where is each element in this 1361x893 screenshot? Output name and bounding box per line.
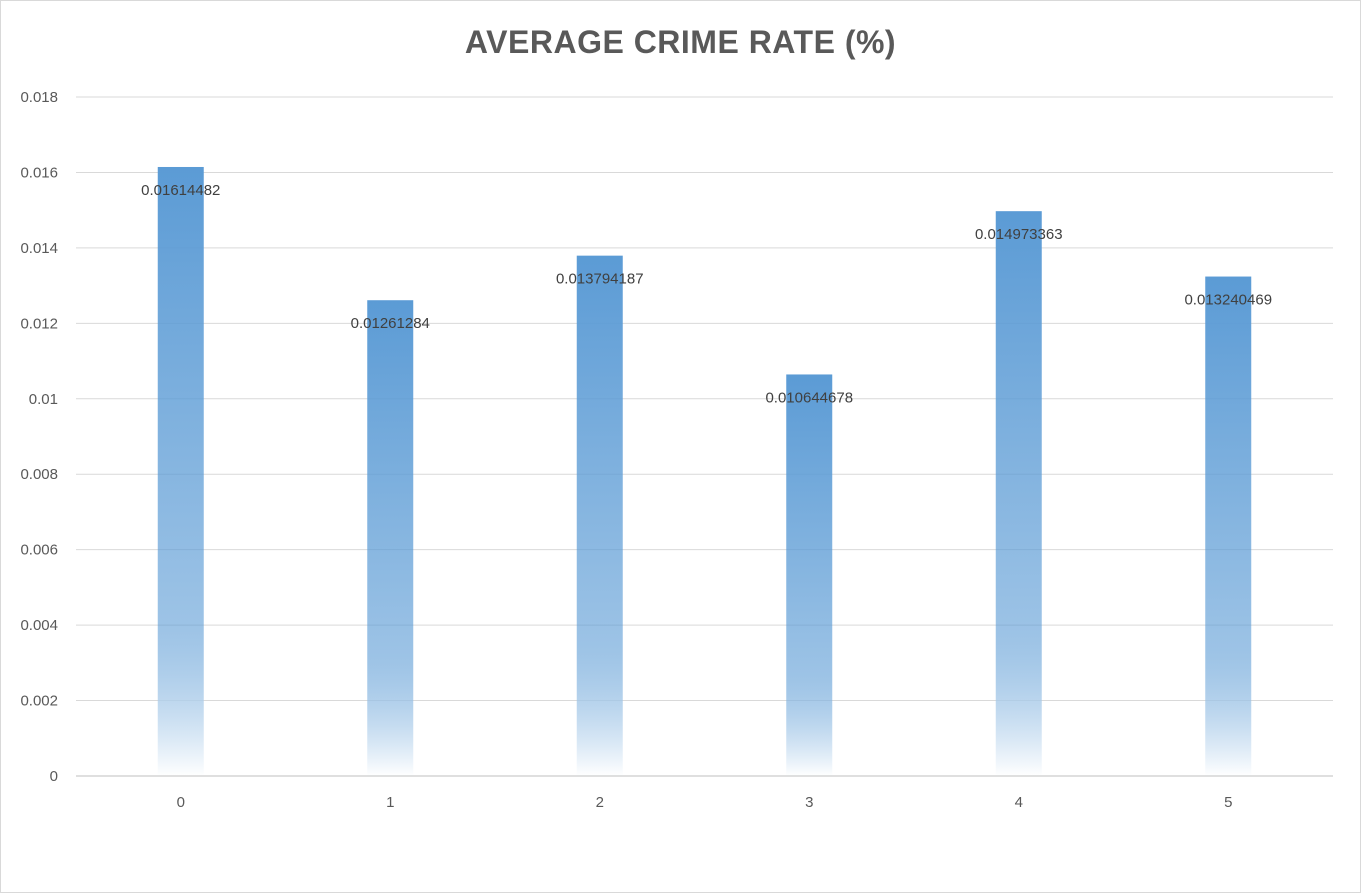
y-axis: 0 0.002 0.004 0.006 0.008 0.01 0.012 0.014 0.016… [20,89,58,785]
y-tick-label: 0.012 [20,315,58,332]
y-tick-label: 0.006 [20,542,58,559]
bar-5 [1205,276,1252,776]
data-label: 0.013240469 [1184,292,1272,309]
x-tick-label: 5 [1224,794,1232,811]
y-tick-label: 0.018 [20,89,58,106]
data-label: 0.010644678 [765,389,853,406]
y-tick-label: 0.016 [20,164,58,181]
x-tick-label: 3 [805,794,813,811]
bars [157,166,1252,777]
y-tick-label: 0.002 [20,693,58,710]
y-tick-label: 0.004 [20,617,58,634]
data-label: 0.01261284 [351,315,430,332]
y-tick-label: 0.01 [29,391,58,408]
y-tick-label: 0 [50,768,58,785]
bar-4 [995,211,1042,776]
bar-3 [786,374,833,776]
x-tick-label: 4 [1015,794,1023,811]
x-tick-label: 2 [596,794,604,811]
gridlines [76,96,1333,777]
x-tick-label: 1 [386,794,394,811]
x-tick-label: 0 [177,794,185,811]
bar-1 [367,300,414,776]
data-label: 0.01614482 [141,182,220,199]
bar-0 [157,166,204,776]
x-axis: 0 1 2 3 4 5 [76,775,1333,811]
y-tick-label: 0.014 [20,240,58,257]
data-label: 0.013794187 [556,271,644,288]
y-tick-label: 0.008 [20,466,58,483]
chart-title: AVERAGE CRIME RATE (%) [464,24,897,60]
data-labels: 0.01614482 0.01261284 0.013794187 0.0106446… [141,182,1272,406]
data-label: 0.014973363 [975,226,1063,243]
bar-2 [576,255,623,777]
